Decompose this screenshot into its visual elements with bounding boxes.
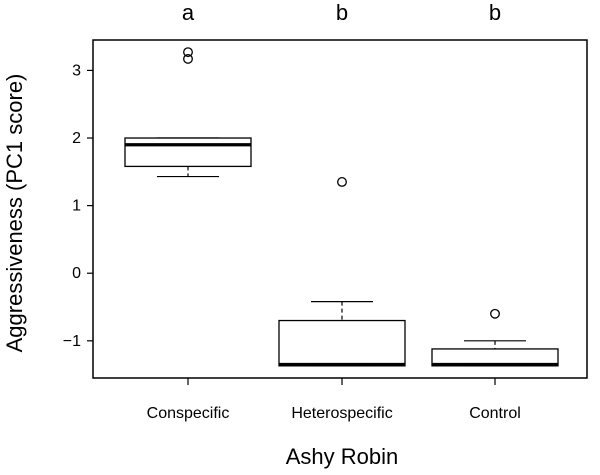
box bbox=[278, 319, 406, 367]
y-tick-label: 2 bbox=[72, 130, 81, 147]
y-tick-label: 0 bbox=[72, 265, 81, 282]
x-tick-label: Conspecific bbox=[147, 405, 230, 422]
x-tick-label: Control bbox=[469, 405, 521, 422]
box bbox=[124, 137, 252, 168]
y-tick-label: 3 bbox=[72, 62, 81, 79]
y-tick-label: 1 bbox=[72, 198, 81, 215]
x-axis-title: Ashy Robin bbox=[286, 444, 399, 469]
group-letter: a bbox=[182, 0, 195, 25]
group-letter: b bbox=[336, 0, 348, 25]
y-axis: −1 0 1 2 3 bbox=[63, 62, 93, 350]
outlier-point bbox=[183, 47, 193, 58]
y-axis-title: Aggressiveness (PC1 score) bbox=[2, 74, 27, 353]
x-axis: Conspecific Heterospecific Control bbox=[147, 378, 521, 422]
outlier-point bbox=[183, 53, 193, 64]
boxes bbox=[124, 47, 559, 367]
plot-frame bbox=[92, 39, 588, 379]
y-tick-label: −1 bbox=[63, 333, 81, 350]
outlier-point bbox=[490, 308, 500, 319]
outlier-point bbox=[337, 177, 347, 187]
group-letter: b bbox=[489, 0, 501, 25]
x-tick-label: Heterospecific bbox=[291, 405, 392, 422]
